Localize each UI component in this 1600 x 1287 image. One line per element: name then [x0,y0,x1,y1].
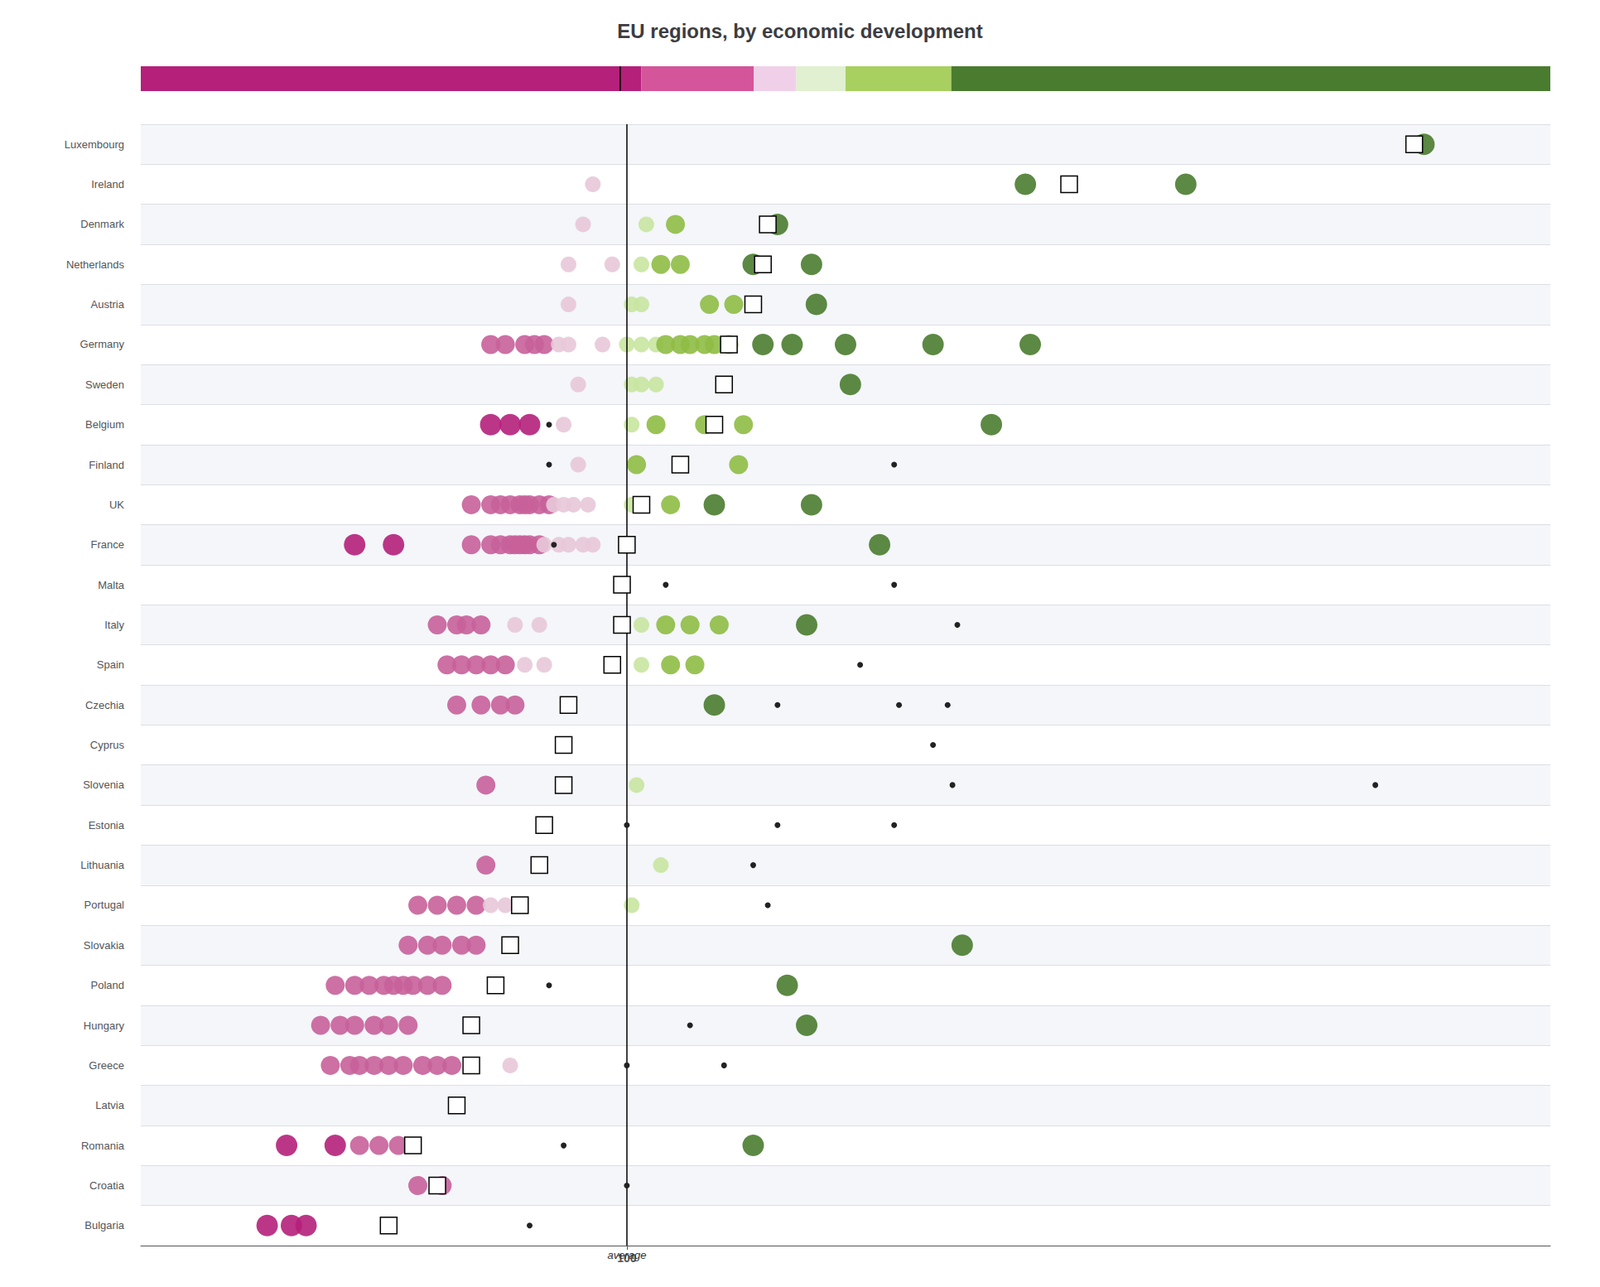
svg-text:Malta: Malta [97,578,126,592]
svg-text:Czechia: Czechia [85,698,126,712]
svg-text:Italy: Italy [104,618,125,632]
svg-text:Netherlands: Netherlands [66,258,126,271]
svg-text:Slovenia: Slovenia [82,778,126,791]
svg-text:Romania: Romania [81,1139,126,1152]
svg-text:Ireland: Ireland [91,178,125,191]
svg-text:France: France [91,538,125,551]
svg-text:Sweden: Sweden [85,378,125,391]
svg-text:Slovakia: Slovakia [83,939,126,952]
svg-text:Hungary: Hungary [83,1019,126,1032]
svg-text:Greece: Greece [88,1059,125,1072]
svg-text:Bulgaria: Bulgaria [84,1219,125,1232]
svg-text:Spain: Spain [96,658,125,671]
svg-text:Portugal: Portugal [84,898,126,911]
svg-text:Luxembourg: Luxembourg [64,138,125,151]
svg-text:Finland: Finland [88,458,125,472]
svg-text:Lithuania: Lithuania [80,858,126,872]
svg-text:Latvia: Latvia [95,1098,125,1112]
svg-text:UK: UK [109,498,125,511]
svg-text:Cyprus: Cyprus [90,738,126,752]
svg-text:Austria: Austria [91,298,126,311]
svg-text:Germany: Germany [80,337,126,351]
svg-text:Estonia: Estonia [88,819,126,832]
svg-text:EU regions, by economic develo: EU regions, by economic development [616,19,983,43]
svg-text:Poland: Poland [91,978,125,992]
svg-text:Croatia: Croatia [89,1179,126,1192]
svg-text:average: average [607,1248,646,1262]
svg-text:Denmark: Denmark [80,217,125,231]
svg-text:Belgium: Belgium [85,418,125,431]
